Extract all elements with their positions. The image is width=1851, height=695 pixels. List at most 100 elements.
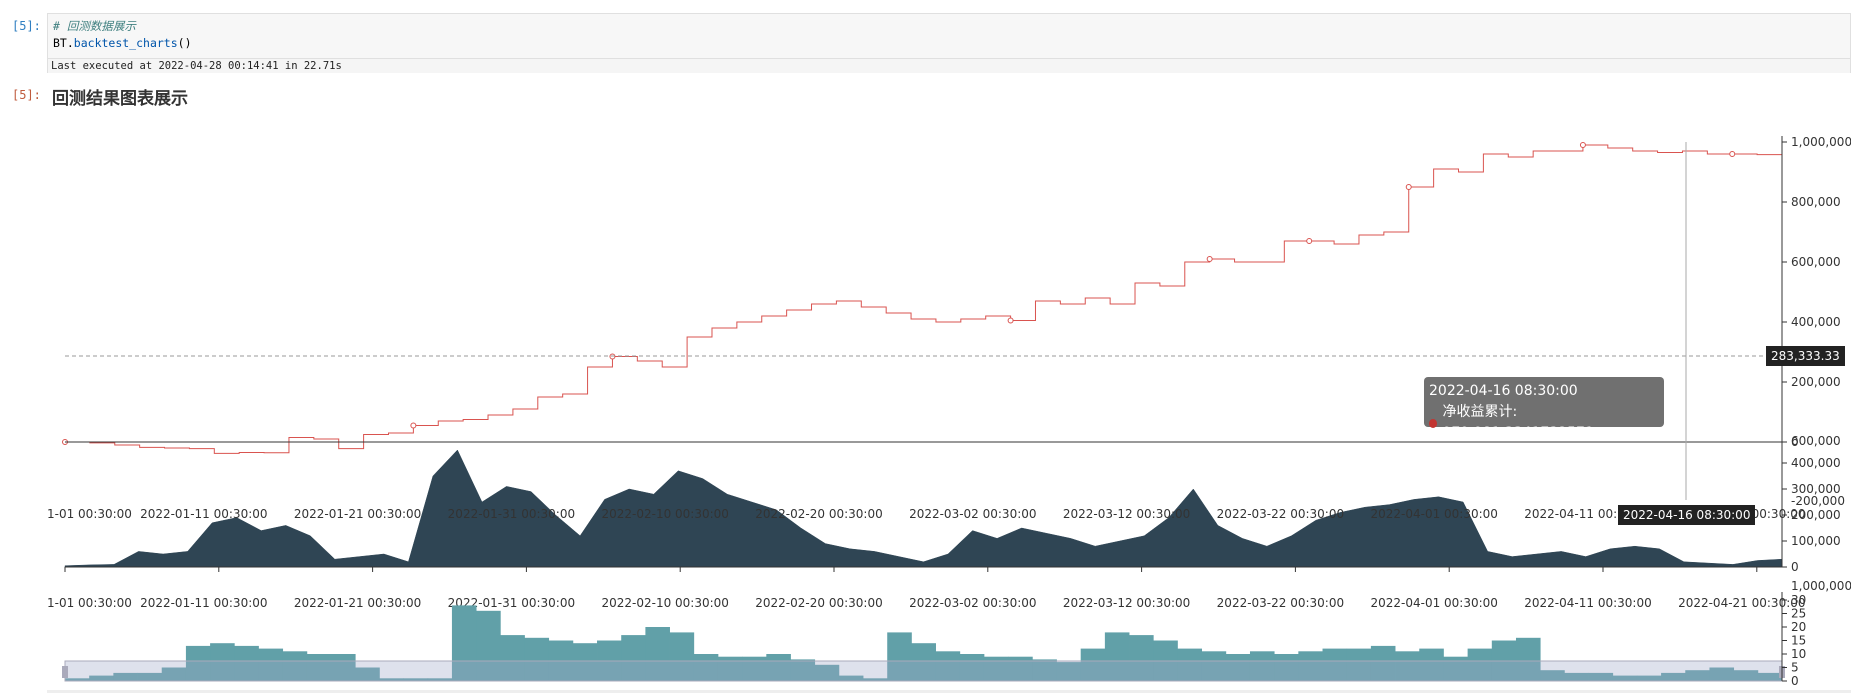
bottom-bar — [1419, 648, 1444, 681]
tooltip-value: 净收益累计: 979,981.3341732571 — [1442, 404, 1594, 441]
volume-y-tick-label: 100,000 — [1791, 534, 1841, 548]
x-tick-label-bottom: 2022-03-12 00:30:00 — [1063, 596, 1190, 610]
y-tick-label: 1,000,000 — [1791, 135, 1851, 149]
bottom-bar — [1104, 632, 1130, 681]
bottom-bar — [814, 664, 840, 681]
bottom-bar — [524, 637, 550, 681]
x-tick-label-top: 2022-02-10 00:30:00 — [601, 507, 728, 521]
x-tick-label-bottom: 2022-04-21 00:30:00 — [1678, 596, 1805, 610]
bottom-bar — [911, 643, 936, 681]
bottom-bar — [1733, 670, 1759, 681]
bottom-bar — [1201, 651, 1227, 681]
x-tick-label-bottom: 2022-02-20 00:30:00 — [755, 596, 882, 610]
bottom-y-tick-label: 5 — [1791, 661, 1799, 675]
bottom-y-tick-label: 20 — [1791, 620, 1806, 634]
backtest-chart[interactable]: 1,000,000 800,000 600,000 400,000 200,000 0 40… — [0, 108, 1851, 695]
bottom-bar — [1540, 670, 1565, 681]
bottom-bar — [1080, 648, 1106, 681]
x-tick-label-bottom: 2022-02-10 00:30:00 — [601, 596, 728, 610]
bottom-bar — [1298, 651, 1323, 681]
bottom-bar — [234, 645, 259, 681]
bottom-bar — [65, 678, 90, 681]
bottom-y-tick-label: 0 — [1791, 674, 1799, 688]
bottom-bar — [1249, 651, 1275, 681]
input-prompt: [5]: — [12, 19, 41, 33]
bottom-bar — [645, 627, 670, 681]
bottom-bar — [1515, 637, 1541, 681]
code-var: BT — [53, 36, 67, 50]
bottom-y-tick-label: 10 — [1791, 647, 1806, 661]
bottom-bar — [572, 643, 598, 681]
execution-info: Last executed at 2022-04-28 00:14:41 in … — [48, 58, 1850, 73]
x-tick-label-top: 2022-03-22 00:30:00 — [1217, 507, 1344, 521]
output-title: 回测结果图表展示 — [52, 89, 188, 109]
bottom-bar — [1322, 648, 1348, 681]
x-tick-label-bottom: 2022-01-11 00:30:00 — [140, 596, 267, 610]
code-dot: . — [66, 36, 74, 50]
x-tick-label-bottom: 2022-03-22 00:30:00 — [1217, 596, 1344, 610]
bottom-bar — [1395, 651, 1420, 681]
bottom-bar — [306, 654, 332, 681]
code-editor[interactable]: # 回测数据展示 BT.backtest_charts() — [53, 18, 192, 52]
code-cell[interactable]: # 回测数据展示 BT.backtest_charts() Last execu… — [47, 13, 1851, 73]
y-axis-pointer-label: 283,333.33 — [1766, 346, 1845, 366]
bottom-bar — [1636, 675, 1662, 681]
bottom-bar — [838, 675, 864, 681]
bottom-bar — [161, 667, 187, 681]
equity-point — [1729, 151, 1736, 157]
equity-point — [1405, 184, 1412, 190]
bottom-bar — [137, 672, 163, 681]
volume-area — [64, 449, 1783, 568]
bottom-bar — [89, 675, 114, 681]
x-tick-label-top: 1-01 00:30:00 — [47, 507, 132, 521]
bottom-bar — [210, 643, 235, 681]
series-dot-icon — [1429, 418, 1438, 428]
volume-y-tick-label: 0 — [1791, 560, 1799, 574]
overlap-tick-label: -200,000 — [1791, 494, 1845, 508]
bottom-bar — [355, 667, 380, 681]
bottom-bar — [1056, 662, 1082, 681]
bottom-bar — [451, 605, 477, 681]
bottom-bar — [669, 632, 695, 681]
x-tick-label-bottom: 2022-01-31 00:30:00 — [448, 596, 575, 610]
x-tick-label-bottom: 2022-04-01 00:30:00 — [1370, 596, 1497, 610]
equity-point — [1579, 142, 1586, 148]
bottom-bar — [1709, 667, 1735, 681]
chart-tooltip: 2022-04-16 08:30:00 净收益累计: 979,981.33417… — [1424, 377, 1664, 441]
y-tick-label: 800,000 — [1791, 195, 1841, 209]
bottom-bar — [427, 678, 453, 681]
bottom-y-tick-label: 25 — [1791, 607, 1806, 621]
output-prompt: [5]: — [12, 88, 41, 102]
bottom-y-tick-label: 30 — [1791, 593, 1806, 607]
bottom-bar — [1564, 672, 1589, 681]
x-tick-label-top: 2022-01-21 00:30:00 — [294, 507, 421, 521]
bottom-bar — [863, 678, 888, 681]
x-tick-label-top: 2022-03-12 00:30:00 — [1063, 507, 1190, 521]
bottom-bar — [282, 651, 308, 681]
bottom-bar — [1225, 654, 1251, 681]
bottom-bar — [1370, 645, 1396, 681]
bottom-bar — [1467, 648, 1493, 681]
bottom-bar — [1129, 635, 1154, 681]
bottom-bar — [379, 678, 404, 681]
equity-point — [410, 422, 417, 429]
bottom-bar — [1612, 675, 1638, 681]
bottom-bar — [476, 610, 501, 681]
bottom-bar — [113, 672, 138, 681]
x-tick-label-top: 2022-03-02 00:30:00 — [909, 507, 1036, 521]
bottom-bar — [500, 635, 525, 681]
x-axis-pointer-label: 2022-04-16 08:30:00 — [1618, 505, 1756, 525]
equity-point — [1007, 317, 1014, 324]
x-tick-label-top: 2022-04-01 00:30:00 — [1370, 507, 1497, 521]
x-tick-label-bottom: 1-01 00:30:00 — [47, 596, 132, 610]
code-function: backtest_charts — [73, 36, 178, 50]
overlap-tick-label: 600,000 — [1791, 434, 1841, 448]
volume-y-tick-label: 200,000 — [1791, 508, 1841, 522]
bottom-bar — [1661, 672, 1686, 681]
bottom-bar — [1177, 648, 1203, 681]
x-tick-label-top: 2022-02-20 00:30:00 — [755, 507, 882, 521]
equity-point — [1306, 238, 1313, 244]
bottom-bar — [1757, 672, 1783, 681]
volume-y-tick-label: 400,000 — [1791, 456, 1841, 470]
bottom-bar — [766, 654, 791, 681]
